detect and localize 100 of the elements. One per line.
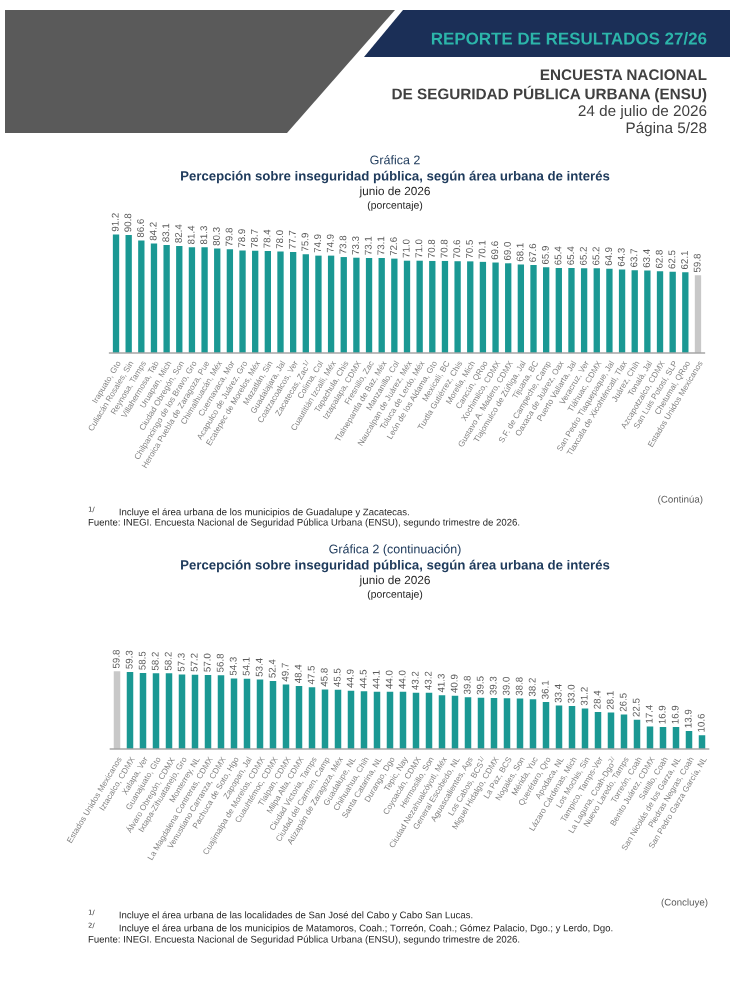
data-label: 74.9 (314, 234, 322, 253)
text: (porcentaje) (367, 201, 423, 211)
chart-subtitle: junio de 2026 (359, 575, 430, 587)
bar (425, 692, 433, 749)
bar (277, 251, 284, 353)
bar (252, 250, 259, 353)
data-label: 62.1 (681, 251, 688, 269)
bar (580, 268, 588, 353)
data-label: 39.5 (476, 676, 484, 695)
data-label: 59.8 (112, 649, 120, 669)
data-label: 65.2 (579, 247, 587, 265)
bar (308, 687, 316, 749)
data-label: 75.9 (301, 233, 309, 252)
data-label: 62.5 (668, 250, 676, 269)
data-label: 44.0 (398, 670, 406, 689)
bar (479, 261, 487, 353)
data-label: 73.1 (364, 236, 372, 255)
bar (542, 702, 550, 749)
data-label: 71.0 (415, 239, 423, 258)
bar (112, 234, 120, 353)
data-label: 79.8 (225, 227, 233, 246)
bar (555, 267, 562, 353)
data-label: 40.9 (450, 674, 458, 693)
chart-title: Percepción sobre inseguridad pública, según área urbana de interés (181, 559, 610, 573)
bar (334, 689, 342, 749)
data-label: 86.6 (137, 219, 144, 238)
bar (365, 257, 373, 353)
bar (516, 698, 524, 749)
bar (594, 712, 602, 749)
bar (543, 267, 550, 353)
bar (243, 678, 251, 749)
bar (467, 261, 474, 353)
bar (188, 247, 196, 353)
data-label: 81.3 (200, 226, 208, 245)
source-note: Fuente: INEGI. Encuesta Nacional de Seguridad Pública Urbana (ENSU), segundo trimestre de 2026. (88, 518, 520, 528)
data-label: 63.4 (643, 249, 650, 268)
bar (204, 674, 212, 749)
bar (289, 251, 297, 353)
data-label: 39.8 (463, 675, 471, 695)
bar (391, 258, 398, 353)
data-label: 56.8 (216, 653, 224, 672)
data-label: 69.0 (503, 241, 511, 261)
bar (302, 254, 309, 353)
data-label: 63.7 (630, 248, 638, 267)
data-label: 65.9 (541, 246, 549, 265)
text: (Continúa) (658, 495, 703, 505)
data-label: 84.2 (149, 222, 157, 241)
bar (138, 240, 145, 353)
bar (438, 695, 446, 749)
data-label: 59.3 (125, 650, 133, 669)
data-label: 44.5 (359, 669, 367, 689)
bar (618, 269, 626, 353)
bar (454, 261, 461, 353)
bar (327, 255, 335, 353)
bar (340, 257, 347, 353)
bar (568, 706, 576, 749)
data-label: 36.1 (541, 680, 549, 699)
bar (403, 260, 411, 353)
data-label: 57.3 (177, 653, 185, 672)
data-label: 77.7 (288, 230, 296, 249)
chart-subtitle: junio de 2026 (359, 186, 430, 198)
data-label: 44.9 (346, 669, 354, 688)
bar (581, 708, 589, 749)
text: Gráfica 2 (continuación) (329, 544, 461, 556)
bar (386, 691, 394, 749)
bar (256, 679, 264, 749)
text: REPORTE DE RESULTADOS 27/26 (431, 32, 707, 45)
text: (Concluye) (661, 898, 708, 908)
bar (126, 671, 134, 749)
bar (593, 268, 600, 353)
bar (378, 257, 385, 353)
data-label: 69.6 (491, 241, 499, 260)
data-label: 65.4 (567, 246, 575, 265)
bar (315, 255, 322, 353)
bar (321, 689, 329, 749)
bar (214, 248, 221, 353)
bar (282, 684, 290, 749)
bar (416, 260, 423, 353)
data-label: 71.0 (402, 239, 410, 258)
bar (646, 726, 654, 749)
data-label: 70.8 (428, 239, 435, 258)
data-label: 17.4 (645, 704, 653, 723)
bar (644, 270, 651, 353)
bar (669, 271, 676, 353)
data-label: 26.5 (619, 693, 627, 712)
bar (152, 673, 160, 749)
bar (503, 698, 511, 749)
data-label: 73.3 (352, 236, 360, 255)
data-label: 58.5 (138, 651, 146, 670)
bar (201, 247, 208, 353)
data-label: 43.2 (424, 671, 432, 690)
bar (269, 680, 277, 749)
bar (217, 675, 225, 749)
bar (399, 691, 407, 749)
data-label: 44.0 (385, 670, 393, 689)
bar (176, 245, 183, 353)
text: $^{2/}$ Incluye el área urbana de los municipios de Matamoros, Coah.; Torreón, Coah.; Gómez Palacio, Dgo.; y Lerdo, Dgo. (88, 922, 613, 934)
bar (694, 275, 702, 353)
data-label: 64.9 (605, 247, 613, 266)
data-label: 58.2 (164, 652, 172, 671)
